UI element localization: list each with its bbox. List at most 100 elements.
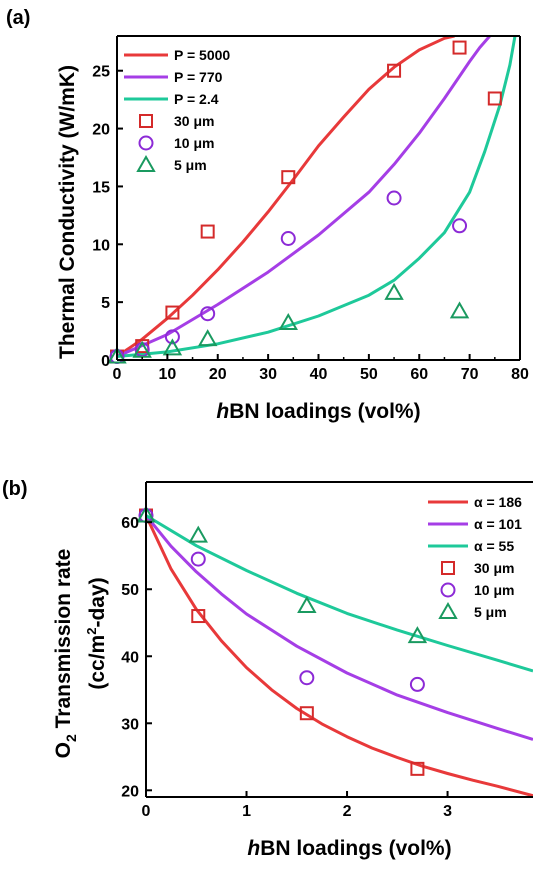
- y-title-sub: 2: [63, 734, 79, 742]
- x-tick-label: 0: [113, 366, 122, 383]
- y-axis-title-line2: (cc/m2-day): [84, 577, 109, 689]
- data-point-circle: [299, 670, 315, 686]
- legend-label: P = 770: [174, 69, 223, 85]
- fit-line-3: [117, 36, 517, 358]
- y-tick-label: 15: [92, 179, 110, 196]
- data-point-square: [452, 40, 467, 55]
- data-point-square: [387, 63, 402, 78]
- legend-label: 5 μm: [174, 157, 207, 173]
- legend-label: 10 μm: [474, 582, 514, 598]
- data-point-circle: [164, 329, 180, 345]
- legend-marker-swatch: [136, 154, 156, 172]
- x-axis-title: hBN loadings (vol%): [216, 400, 420, 423]
- x-tick-label: 30: [259, 366, 277, 383]
- panel-label: (a): [6, 7, 30, 29]
- data-point-circle: [452, 218, 468, 234]
- y-tick-label: 10: [92, 237, 110, 254]
- data-point-triangle: [297, 595, 317, 613]
- legend-label: 5 μm: [474, 604, 507, 620]
- x-axis-title: hBN loadings (vol%): [247, 837, 451, 860]
- data-point-triangle: [384, 282, 404, 300]
- legend: P = 5000 P = 770 P = 2.4 30 μm 10 μm 5 μm: [124, 47, 230, 173]
- data-point-triangle: [162, 338, 183, 356]
- x-tick-label: 80: [511, 366, 529, 383]
- data-point-triangle: [197, 329, 218, 347]
- x-tick-label: 0: [142, 803, 151, 820]
- legend-label: α = 101: [474, 516, 522, 532]
- data-point-square: [487, 91, 502, 106]
- data-point-triangle: [278, 312, 298, 330]
- data-point-circle: [200, 306, 216, 322]
- data-point-circle: [280, 231, 296, 246]
- data-point-triangle: [449, 301, 470, 319]
- legend-marker-swatch: [440, 582, 456, 598]
- legend-marker-swatch: [139, 114, 153, 128]
- fit-line-2: [117, 36, 491, 358]
- fit-curves: [146, 514, 533, 797]
- legend-label: P = 5000: [174, 47, 230, 63]
- fit-line-3: [146, 514, 533, 673]
- fit-line-2: [146, 514, 533, 741]
- data-point-triangle: [188, 525, 208, 543]
- y-title-rest: Transmission rate: [52, 549, 75, 735]
- y-tick-label: 50: [121, 582, 139, 599]
- legend-label: α = 186: [474, 494, 522, 510]
- data-point-square: [165, 305, 180, 320]
- y-tick-label: 30: [121, 716, 139, 733]
- y-tick-label: 25: [92, 64, 110, 81]
- x-tick-label: 20: [209, 366, 227, 383]
- chart-panel-a: (a) 0 10 20 30 40 50 60 70 80 0 5 10 15 20 25 hBN loadin…: [6, 7, 529, 423]
- legend-label: P = 2.4: [174, 91, 219, 107]
- x-axis-title-rest: BN loadings (vol%): [229, 400, 420, 423]
- data-point-circle: [386, 190, 402, 206]
- x-tick-label: 1: [242, 803, 251, 820]
- x-tick-label: 3: [443, 803, 452, 820]
- fit-line-1: [117, 36, 455, 358]
- x-axis-title-rest: BN loadings (vol%): [260, 837, 451, 860]
- y-title2-sup: 2: [84, 628, 99, 635]
- y-tick-label: 5: [101, 295, 110, 312]
- y-tick-label: 40: [121, 649, 139, 666]
- data-point-circle: [409, 676, 425, 692]
- panel-label: (b): [2, 478, 28, 500]
- legend-marker-swatch: [441, 561, 455, 575]
- y-tick-label: 0: [101, 353, 110, 370]
- axes: 0 10 20 30 40 50 60 70 80 0 5 10 15 20 25: [92, 35, 529, 383]
- legend-label: α = 55: [474, 538, 514, 554]
- data-point-triangle: [107, 346, 127, 364]
- y-title2-a: (cc/m: [86, 635, 109, 690]
- y-tick-label: 20: [92, 122, 110, 139]
- legend-label: 30 μm: [174, 113, 214, 129]
- x-tick-label: 70: [461, 366, 479, 383]
- legend-label: 10 μm: [174, 135, 214, 151]
- x-tick-label: 10: [158, 366, 176, 383]
- data-point-square: [410, 761, 425, 776]
- data-points: [136, 505, 428, 776]
- data-point-square: [191, 609, 206, 624]
- x-tick-label: 2: [343, 803, 352, 820]
- x-tick-label: 40: [310, 366, 328, 383]
- legend-marker-swatch: [438, 601, 458, 619]
- x-tick-label: 50: [360, 366, 378, 383]
- x-axis-title-italic: h: [247, 837, 260, 860]
- x-tick-label: 60: [410, 366, 428, 383]
- data-point-triangle: [407, 626, 428, 644]
- legend-marker-swatch: [138, 135, 154, 151]
- data-point-square: [299, 706, 314, 721]
- fit-line-1: [146, 514, 533, 797]
- x-axis-title-italic: h: [216, 400, 229, 423]
- y-title2-b: -day): [86, 577, 109, 627]
- y-tick-label: 60: [121, 515, 139, 532]
- data-point-triangle: [132, 340, 152, 358]
- legend: α = 186 α = 101 α = 55 30 μm 10 μm 5 μm: [428, 494, 522, 620]
- y-axis-title-line1: O2 Transmission rate: [52, 549, 79, 759]
- data-point-square: [281, 170, 296, 185]
- y-title-o: O: [52, 742, 75, 758]
- legend-label: 30 μm: [474, 560, 514, 576]
- data-point-square: [200, 224, 215, 239]
- axes: 0 1 2 3 20 30 40 50 60: [121, 481, 533, 820]
- data-point-circle: [190, 551, 206, 567]
- data-points: [107, 40, 502, 365]
